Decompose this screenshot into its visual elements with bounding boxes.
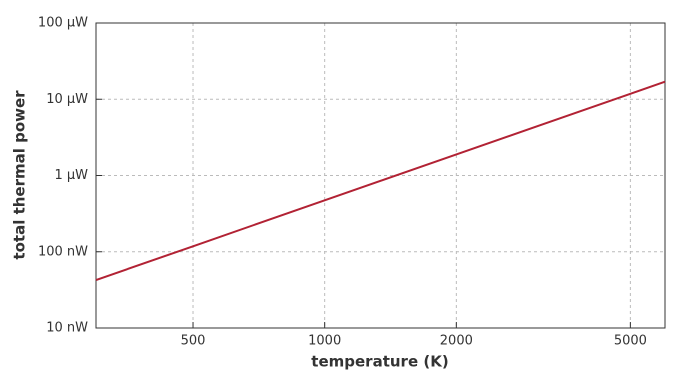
y-tick-label: 100 nW: [38, 244, 88, 259]
x-axis-label: temperature (K): [311, 353, 448, 371]
y-tick-label: 10 µW: [46, 92, 88, 107]
x-tick-label: 500: [181, 334, 206, 349]
y-tick-label: 100 µW: [38, 16, 88, 31]
y-tick-label: 10 nW: [46, 321, 88, 336]
plot-border: [95, 22, 666, 329]
data-line: [95, 80, 666, 281]
y-tick-label: 1 µW: [54, 168, 88, 183]
x-tick-label: 1000: [308, 334, 341, 349]
x-tick-label: 2000: [440, 334, 473, 349]
x-tick-label: 5000: [614, 334, 647, 349]
y-axis-label: total thermal power: [11, 90, 29, 260]
